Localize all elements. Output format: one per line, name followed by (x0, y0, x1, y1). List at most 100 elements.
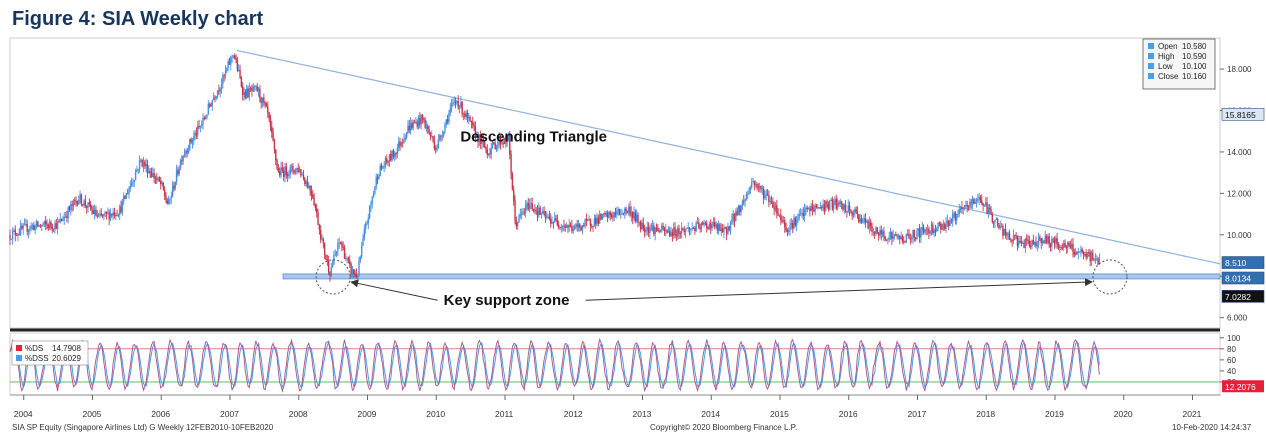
candle-body (929, 231, 931, 234)
candle-body (778, 214, 781, 216)
candle-body (374, 186, 376, 194)
candle-body (901, 236, 904, 241)
candle-body (337, 243, 339, 252)
candle-body (199, 125, 202, 127)
candle-body (569, 224, 572, 226)
candle-body (899, 236, 901, 240)
candle-body (1086, 251, 1089, 258)
candle-body (432, 136, 434, 142)
candle-body (523, 212, 526, 214)
candle-body (596, 217, 598, 225)
candle-body (368, 205, 371, 218)
candle-body (349, 260, 351, 264)
candle-body (924, 229, 926, 233)
candle-body (212, 97, 215, 101)
candle-body (912, 230, 914, 238)
support-zone-band (282, 273, 1221, 280)
y-tick-label: 12.000 (1227, 189, 1252, 198)
candle-body (662, 225, 664, 228)
candle-body (120, 206, 122, 213)
candle-body (650, 228, 652, 230)
candle-body (503, 142, 506, 145)
candle-body (653, 225, 655, 235)
candle-body (807, 208, 810, 210)
candle-body (748, 190, 750, 194)
candle-body (926, 228, 929, 231)
candle-body (203, 117, 206, 120)
candle-body (872, 231, 875, 233)
candle-body (936, 228, 938, 232)
candle-body (9, 234, 11, 239)
candle-body (269, 117, 272, 127)
candle-body (34, 225, 36, 231)
x-tick-label: 2007 (220, 409, 239, 419)
candle-body (289, 167, 291, 174)
osc-legend-value: 20.6029 (52, 354, 81, 363)
candle-body (185, 151, 187, 155)
candle-body (228, 61, 231, 65)
candle-body (174, 182, 176, 189)
candle-body (799, 213, 802, 215)
candle-body (888, 236, 890, 240)
candle-body (457, 101, 459, 108)
candle-body (48, 222, 51, 229)
candle-body (955, 214, 958, 221)
candle-body (532, 209, 535, 211)
candle-body (626, 210, 629, 213)
candle-body (719, 224, 721, 232)
candle-body (536, 210, 539, 216)
candle-body (1053, 239, 1056, 244)
candle-body (293, 170, 295, 173)
candle-body (739, 206, 741, 212)
ohlc-legend-box (1142, 38, 1216, 90)
candle-body (1000, 226, 1003, 227)
candle-body (877, 232, 880, 236)
candle-body (1061, 247, 1064, 249)
candle-body (584, 219, 586, 226)
candle-body (43, 221, 46, 225)
candle-body (780, 214, 782, 220)
candle-body (988, 207, 991, 209)
candle-body (867, 220, 869, 229)
candle-body (843, 204, 845, 210)
osc-legend-value: 14.7908 (52, 344, 81, 353)
candle-body (873, 231, 876, 235)
candle-body (817, 207, 819, 209)
last-price-marker-label: 8.510 (1225, 258, 1247, 268)
candle-body (785, 226, 787, 230)
legend-name: Low (1158, 62, 1173, 71)
candle-body (688, 227, 691, 230)
candle-body (109, 213, 112, 220)
candle-body (687, 227, 689, 229)
candle-body (897, 236, 900, 237)
candle-body (95, 209, 97, 216)
candle-body (215, 96, 217, 99)
candle-body (216, 90, 219, 97)
support-arrow-right (585, 278, 1093, 301)
candle-body (789, 225, 791, 231)
candle-body (513, 190, 515, 201)
candle-body (613, 212, 615, 218)
candle-body (543, 211, 545, 213)
candle-body (68, 207, 71, 210)
candle-body (895, 234, 897, 236)
candle-body (678, 227, 680, 234)
candle-body (754, 184, 757, 185)
candle-body (91, 209, 93, 211)
candle-body (651, 225, 654, 230)
candle-body (396, 148, 399, 155)
x-tick-label: 2009 (358, 409, 377, 419)
candle-body (436, 147, 438, 150)
candle-body (806, 207, 808, 209)
candle-body (292, 166, 294, 171)
candle-body (953, 212, 955, 214)
candle-body (542, 211, 544, 214)
candle-body (887, 239, 889, 241)
candle-body (1082, 252, 1085, 255)
candle-body (1073, 251, 1076, 255)
candle-body (288, 173, 290, 176)
candle-body (1096, 258, 1098, 260)
candle-body (99, 213, 101, 215)
candle-body (300, 168, 302, 176)
x-tick-label: 2011 (495, 409, 514, 419)
